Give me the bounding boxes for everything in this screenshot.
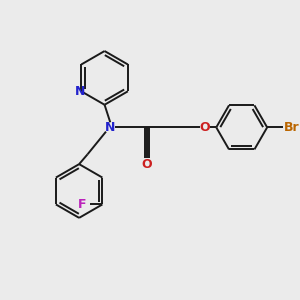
Text: Br: Br xyxy=(284,121,299,134)
Text: N: N xyxy=(105,121,116,134)
Text: O: O xyxy=(200,121,210,134)
Text: N: N xyxy=(75,85,85,98)
Text: O: O xyxy=(142,158,152,171)
Text: F: F xyxy=(78,198,87,211)
